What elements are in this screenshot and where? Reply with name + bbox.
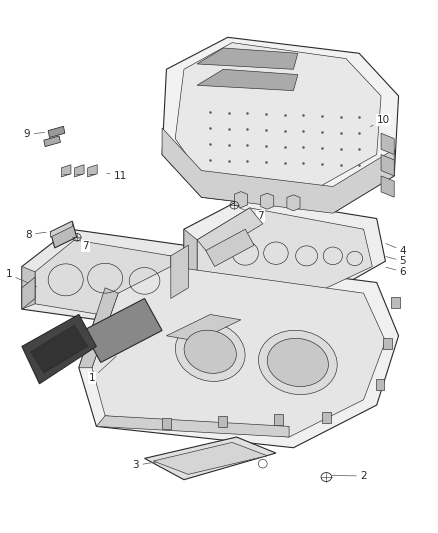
Polygon shape	[79, 256, 399, 448]
Polygon shape	[44, 136, 60, 147]
Polygon shape	[162, 418, 171, 429]
Polygon shape	[197, 208, 263, 256]
Polygon shape	[218, 416, 227, 427]
Polygon shape	[184, 229, 197, 277]
Polygon shape	[166, 314, 241, 341]
Polygon shape	[145, 437, 276, 480]
Polygon shape	[197, 69, 298, 91]
Polygon shape	[234, 191, 247, 207]
Text: 1: 1	[5, 270, 37, 287]
Ellipse shape	[184, 330, 237, 373]
Polygon shape	[383, 338, 392, 349]
Polygon shape	[31, 325, 88, 373]
Text: 9: 9	[24, 130, 45, 139]
Text: 6: 6	[386, 267, 406, 277]
Polygon shape	[162, 37, 399, 213]
Ellipse shape	[267, 338, 328, 386]
Polygon shape	[74, 165, 84, 177]
Text: 10: 10	[371, 115, 390, 127]
Polygon shape	[88, 165, 97, 177]
Text: 1: 1	[88, 357, 116, 383]
Polygon shape	[375, 379, 384, 390]
Text: 2: 2	[332, 471, 367, 481]
Polygon shape	[35, 240, 171, 320]
Polygon shape	[381, 155, 394, 176]
Polygon shape	[171, 245, 188, 298]
Ellipse shape	[258, 330, 337, 394]
Polygon shape	[162, 128, 394, 213]
Polygon shape	[287, 195, 300, 211]
Polygon shape	[83, 298, 162, 362]
Polygon shape	[48, 126, 65, 138]
Polygon shape	[96, 416, 289, 437]
Polygon shape	[175, 43, 381, 187]
Polygon shape	[50, 221, 77, 248]
Text: 5: 5	[386, 256, 406, 266]
Text: 8: 8	[25, 230, 46, 239]
Polygon shape	[153, 442, 267, 474]
Text: 11: 11	[107, 171, 127, 181]
Polygon shape	[322, 413, 331, 423]
Polygon shape	[381, 176, 394, 197]
Polygon shape	[206, 229, 254, 266]
Polygon shape	[50, 221, 72, 237]
Ellipse shape	[175, 322, 245, 382]
Polygon shape	[197, 48, 298, 69]
Text: 7: 7	[239, 208, 264, 221]
Polygon shape	[391, 297, 399, 308]
Polygon shape	[22, 314, 96, 384]
Polygon shape	[381, 133, 394, 155]
Polygon shape	[79, 288, 118, 368]
Polygon shape	[261, 193, 274, 209]
Polygon shape	[22, 229, 184, 325]
Polygon shape	[61, 165, 71, 177]
Text: 7: 7	[79, 238, 89, 251]
Polygon shape	[274, 414, 283, 425]
Polygon shape	[197, 208, 372, 293]
Polygon shape	[92, 266, 385, 437]
Text: 3: 3	[132, 461, 159, 470]
Polygon shape	[184, 197, 385, 298]
Polygon shape	[22, 277, 35, 309]
Text: 4: 4	[386, 244, 406, 255]
Polygon shape	[22, 266, 35, 309]
